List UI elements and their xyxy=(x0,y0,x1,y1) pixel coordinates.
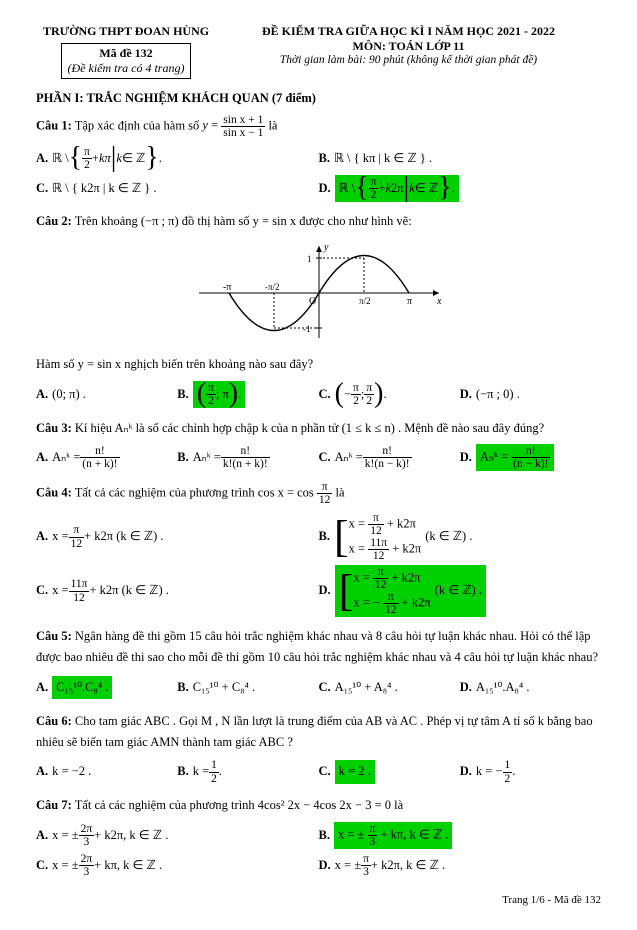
q4-text-a: Tất cả các nghiệm của phương trình cos x… xyxy=(75,485,314,499)
question-7: Câu 7: Tất cả các nghiệm của phương trìn… xyxy=(36,795,601,880)
q7-opt-d: D. x = ± π3 + k2π, k ∈ ℤ . xyxy=(319,850,602,880)
q1-opt-d: D. ℝ \ { π2 + k2π | k ∈ ℤ } . xyxy=(319,173,602,203)
q4-opt-b: B. [ x = π12 + k2π x = 11π12 + k2π (k ∈ … xyxy=(319,510,602,564)
q1-formula: y = sin x + 1sin x − 1 xyxy=(202,118,268,132)
q4-highlight: [ x = π12 + k2π x = − π12 + k2π (k ∈ ℤ) … xyxy=(335,565,486,617)
q4-text-b: là xyxy=(336,485,345,499)
q6-opt-d: D. k = − 12 . xyxy=(460,757,601,787)
exam-code: Mã đề 132 xyxy=(68,46,185,61)
q1-text-a: Tập xác định của hàm số xyxy=(75,118,203,132)
q5-text: Ngân hàng đề thi gồm 15 câu hỏi trắc ngh… xyxy=(36,629,598,664)
question-5: Câu 5: Ngân hàng đề thi gồm 15 câu hỏi t… xyxy=(36,626,601,703)
q2-text2: Hàm số y = sin x nghịch biến trên khoảng… xyxy=(36,354,601,375)
q5-label: Câu 5: xyxy=(36,629,72,643)
q3-label: Câu 3: xyxy=(36,421,72,435)
q3-text: Kí hiệu Aₙᵏ là số các chỉnh hợp chập k c… xyxy=(75,421,544,435)
svg-text:π: π xyxy=(407,296,412,307)
q7-opt-b: B. x = ± π3 + kπ, k ∈ ℤ . xyxy=(319,820,602,850)
q4-label: Câu 4: xyxy=(36,485,72,499)
q5-opt-a: A.C₁₅¹⁰.C₈⁴ . xyxy=(36,673,177,703)
svg-text:π/2: π/2 xyxy=(359,296,371,306)
q6-opt-c: C.k = 2 . xyxy=(319,757,460,787)
q2-opt-c: C. (− π2 ; π2 ) . xyxy=(319,380,460,410)
page-footer: Trang 1/6 - Mã đề 132 xyxy=(36,894,601,906)
svg-text:-1: -1 xyxy=(303,324,311,334)
svg-text:-π: -π xyxy=(223,282,231,293)
exam-code-box: Mã đề 132 (Đề kiểm tra có 4 trang) xyxy=(61,43,192,79)
q5-opt-b: B.C₁₅¹⁰ + C₈⁴ . xyxy=(177,673,318,703)
q4-opt-c: C. x = 11π12 + k2π (k ∈ ℤ) . xyxy=(36,564,319,618)
q6-text: Cho tam giác ABC . Gọi M , N lần lượt là… xyxy=(36,714,593,749)
exam-time: Thời gian làm bài: 90 phút (không kể thờ… xyxy=(216,54,601,66)
q1-text-b: là xyxy=(268,118,277,132)
subject: MÔN: TOÁN LỚP 11 xyxy=(216,39,601,54)
question-6: Câu 6: Cho tam giác ABC . Gọi M , N lần … xyxy=(36,711,601,788)
q1-opt-a: A. ℝ \ { π2 + kπ | k ∈ ℤ } . xyxy=(36,143,319,173)
q2-highlight: ( π2 ; π ) . xyxy=(193,381,246,408)
header-left: TRƯỜNG THPT ĐOAN HÙNG Mã đề 132 (Đề kiểm… xyxy=(36,24,216,79)
q3-highlight: Aₙᵏ = n!(n − k)! xyxy=(476,444,554,471)
q6-opt-a: A.k = −2 . xyxy=(36,757,177,787)
q5-opt-d: D.A₁₅¹⁰.A₈⁴ . xyxy=(460,673,601,703)
q5-highlight: C₁₅¹⁰.C₈⁴ . xyxy=(52,676,112,699)
q2-label: Câu 2: xyxy=(36,214,72,228)
school-name: TRƯỜNG THPT ĐOAN HÙNG xyxy=(36,24,216,39)
q6-label: Câu 6: xyxy=(36,714,72,728)
question-2: Câu 2: Trên khoảng (−π ; π) đồ thị hàm s… xyxy=(36,211,601,410)
q6-opt-b: B. k = 12 . xyxy=(177,757,318,787)
question-1: Câu 1: Tập xác định của hàm số y = sin x… xyxy=(36,114,601,203)
q4-opt-a: A. x = π12 + k2π (k ∈ ℤ) . xyxy=(36,510,319,564)
header-right: ĐỀ KIỂM TRA GIỮA HỌC KÌ I NĂM HỌC 2021 -… xyxy=(216,24,601,66)
q7-opt-c: C. x = ± 2π3 + kπ, k ∈ ℤ . xyxy=(36,850,319,880)
q2-text: Trên khoảng (−π ; π) đồ thị hàm số y = s… xyxy=(75,214,412,228)
q3-opt-c: C. Aₙᵏ = n!k!(n − k)! xyxy=(319,443,460,473)
q2-opt-d: D.(−π ; 0) . xyxy=(460,380,601,410)
q7-highlight: x = ± π3 + kπ, k ∈ ℤ . xyxy=(334,822,452,849)
exam-title: ĐỀ KIỂM TRA GIỮA HỌC KÌ I NĂM HỌC 2021 -… xyxy=(216,24,601,39)
q2-opt-b: B. ( π2 ; π ) . xyxy=(177,380,318,410)
q5-opt-c: C.A₁₅¹⁰ + A₈⁴ . xyxy=(319,673,460,703)
svg-text:-π/2: -π/2 xyxy=(265,282,280,292)
svg-text:y: y xyxy=(323,242,329,253)
q4-opt-d: D. [ x = π12 + k2π x = − π12 + k2π (k ∈ xyxy=(319,564,602,618)
q7-opt-a: A. x = ± 2π3 + k2π, k ∈ ℤ . xyxy=(36,820,319,850)
q1-label: Câu 1: xyxy=(36,118,72,132)
q3-opt-b: B. Aₙᵏ = n!k!(n + k)! xyxy=(177,443,318,473)
q1-highlight: ℝ \ { π2 + k2π | k ∈ ℤ } . xyxy=(335,175,459,202)
q3-opt-a: A. Aₙᵏ = n!(n + k)! xyxy=(36,443,177,473)
section-title: PHẦN I: TRẮC NGHIỆM KHÁCH QUAN (7 điểm) xyxy=(36,91,601,106)
svg-text:1: 1 xyxy=(307,254,312,264)
question-3: Câu 3: Kí hiệu Aₙᵏ là số các chỉnh hợp c… xyxy=(36,418,601,473)
q2-graph: y x O -π -π/2 π/2 π 1 -1 xyxy=(189,238,449,348)
q7-label: Câu 7: xyxy=(36,798,72,812)
q7-text: Tất cả các nghiệm của phương trình 4cos²… xyxy=(75,798,403,812)
q1-opt-b: B. ℝ \ { kπ | k ∈ ℤ } . xyxy=(319,143,602,173)
q2-opt-a: A.(0; π) . xyxy=(36,380,177,410)
q6-highlight: k = 2 . xyxy=(335,760,375,783)
q1-opt-c: C. ℝ \ { k2π | k ∈ ℤ } . xyxy=(36,173,319,203)
header: TRƯỜNG THPT ĐOAN HÙNG Mã đề 132 (Đề kiểm… xyxy=(36,24,601,79)
question-4: Câu 4: Tất cả các nghiệm của phương trìn… xyxy=(36,481,601,618)
svg-text:x: x xyxy=(436,296,442,307)
pages-note: (Đề kiểm tra có 4 trang) xyxy=(68,61,185,76)
q3-opt-d: D. Aₙᵏ = n!(n − k)! xyxy=(460,443,601,473)
